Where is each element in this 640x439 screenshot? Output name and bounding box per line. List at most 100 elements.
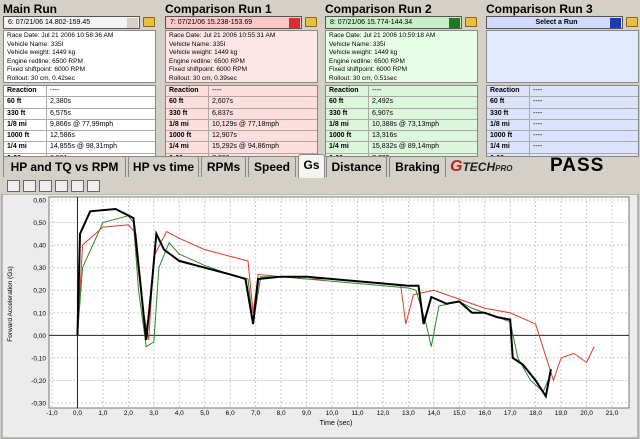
selector-text: Select a Run	[535, 19, 578, 26]
metric-value: 14,855s @ 98,31mph	[50, 143, 118, 151]
run-selector[interactable]: 7: 07/21/06 15.238-153.69	[165, 16, 302, 29]
run-info: Race Date: Jul 21 2006 10:58:36 AM Vehicl…	[3, 30, 156, 83]
metric-label: 330 ft	[169, 109, 188, 117]
metric-label: 60 ft	[169, 98, 184, 106]
metric-label: 1/4 mi	[169, 143, 189, 151]
x-tick-label: 15,0	[453, 410, 466, 417]
metric-label: 1/8 mi	[169, 120, 189, 128]
zoom-in-tool[interactable]	[23, 180, 36, 192]
metric-value: 12,586s	[50, 132, 75, 140]
x-axis-label: Time (sec)	[320, 420, 353, 427]
x-tick-label: 17,0	[504, 410, 517, 417]
info-line: Vehicle weight: 1449 kg	[169, 49, 238, 57]
metric-value: ----	[533, 120, 543, 128]
zoom-tool[interactable]	[7, 180, 20, 192]
x-tick-label: 3,0	[149, 410, 158, 417]
logo-mark: G	[450, 158, 463, 175]
selector-text: 6: 07/21/06 14.802-159.45	[8, 19, 91, 26]
results-row: 1/8 mi ----	[487, 120, 638, 132]
metric-value: 10,129s @ 77,18mph	[212, 120, 280, 128]
metric-label: Reaction	[169, 87, 199, 94]
metric-value: ----	[533, 132, 543, 140]
tab[interactable]: Gs	[298, 154, 325, 178]
results-row: 1/4 mi 14,855s @ 98,31mph	[4, 142, 155, 154]
info-line: Engine redline: 6500 RPM	[169, 57, 245, 65]
metric-value: 2,492s	[372, 98, 394, 106]
open-folder-button[interactable]	[305, 17, 317, 27]
tab[interactable]: Speed	[248, 156, 296, 177]
metric-label: Reaction	[329, 87, 359, 94]
series-line	[76, 208, 552, 399]
run-selector[interactable]: 8: 07/21/06 15.774-144.34	[325, 16, 462, 29]
metric-label: 60 ft	[7, 98, 22, 106]
tab[interactable]: Distance	[326, 156, 387, 177]
y-tick-label: -0,10	[31, 355, 46, 362]
y-tick-label: 0,50	[33, 220, 46, 227]
open-folder-button[interactable]	[626, 17, 638, 27]
x-tick-label: 14,0	[427, 410, 440, 417]
info-line: Vehicle Name: 335I	[329, 40, 386, 48]
metric-value: 10,388s @ 73,13mph	[372, 120, 440, 128]
x-tick-label: 18,0	[529, 410, 542, 417]
run-selector[interactable]: 6: 07/21/06 14.802-159.45	[3, 16, 140, 29]
metric-value: 7,705s	[372, 154, 393, 156]
run-selector[interactable]: Select a Run	[486, 16, 623, 29]
metric-value: ----	[533, 143, 543, 151]
x-tick-label: 8,0	[277, 410, 286, 417]
open-folder-button[interactable]	[465, 17, 477, 27]
tab[interactable]: RPMs	[201, 156, 246, 177]
info-line: Fixed shiftpoint: 6000 RPM	[329, 66, 408, 74]
dropdown-button[interactable]	[449, 18, 460, 28]
metric-value: 6,531s	[50, 154, 71, 156]
metric-value: ----	[212, 87, 222, 94]
pan-tool[interactable]	[55, 180, 68, 192]
y-tick-label: 0,30	[33, 265, 46, 272]
logo-suffix: PRO	[495, 164, 513, 173]
y-axis-label: Forward Acceleration (Gs)	[7, 266, 14, 342]
results-row: 0-60 ----	[487, 154, 638, 156]
run-info	[486, 30, 639, 83]
metric-label: 1/8 mi	[490, 120, 510, 128]
metric-value: 2,380s	[50, 98, 72, 106]
metric-label: 60 ft	[490, 98, 505, 106]
results-row: 60 ft 2,607s	[166, 97, 317, 109]
x-tick-label: 1,0	[98, 410, 107, 417]
info-line: Vehicle weight: 1449 kg	[329, 49, 398, 57]
dropdown-button[interactable]	[127, 18, 138, 28]
info-line: Fixed shiftpoint: 6000 RPM	[7, 66, 86, 74]
results-row: 1000 ft 12,586s	[4, 131, 155, 143]
column-divider	[208, 86, 209, 156]
results-row: 1/8 mi 10,129s @ 77,18mph	[166, 120, 317, 132]
dropdown-button[interactable]	[610, 18, 621, 28]
tab[interactable]: HP vs time	[128, 156, 199, 177]
selector-text: 7: 07/21/06 15.238-153.69	[170, 19, 253, 26]
x-tick-label: 10,0	[326, 410, 339, 417]
metric-label: Reaction	[7, 87, 37, 94]
metric-label: 1000 ft	[7, 132, 30, 140]
metric-value: 12,907s	[212, 132, 237, 140]
zoom-out-tool[interactable]	[39, 180, 52, 192]
fit-tool[interactable]	[71, 180, 84, 192]
y-tick-label: 0,20	[33, 288, 46, 295]
info-line: Vehicle Name: 335I	[169, 40, 226, 48]
metric-value: 15,832s @ 89,14mph	[372, 143, 440, 151]
column-divider	[368, 86, 369, 156]
column-divider	[529, 86, 530, 156]
results-row: 1/4 mi ----	[487, 142, 638, 154]
y-tick-label: 0,10	[33, 310, 46, 317]
metric-value: ----	[533, 87, 543, 94]
y-tick-label: -0,30	[31, 401, 46, 408]
tab[interactable]: Braking	[389, 156, 446, 177]
x-tick-label: 7,0	[251, 410, 260, 417]
info-line: Rollout: 30 cm, 0.51sec	[329, 74, 397, 82]
results-row: 330 ft ----	[487, 109, 638, 120]
grid-tool[interactable]	[87, 180, 100, 192]
metric-label: 330 ft	[490, 109, 509, 117]
tab[interactable]: HP and TQ vs RPM	[3, 156, 126, 177]
logo-text: TECH	[462, 160, 496, 174]
open-folder-button[interactable]	[143, 17, 155, 27]
results-row: 60 ft 2,380s	[4, 97, 155, 109]
x-tick-label: 4,0	[175, 410, 184, 417]
dropdown-button[interactable]	[289, 18, 300, 28]
